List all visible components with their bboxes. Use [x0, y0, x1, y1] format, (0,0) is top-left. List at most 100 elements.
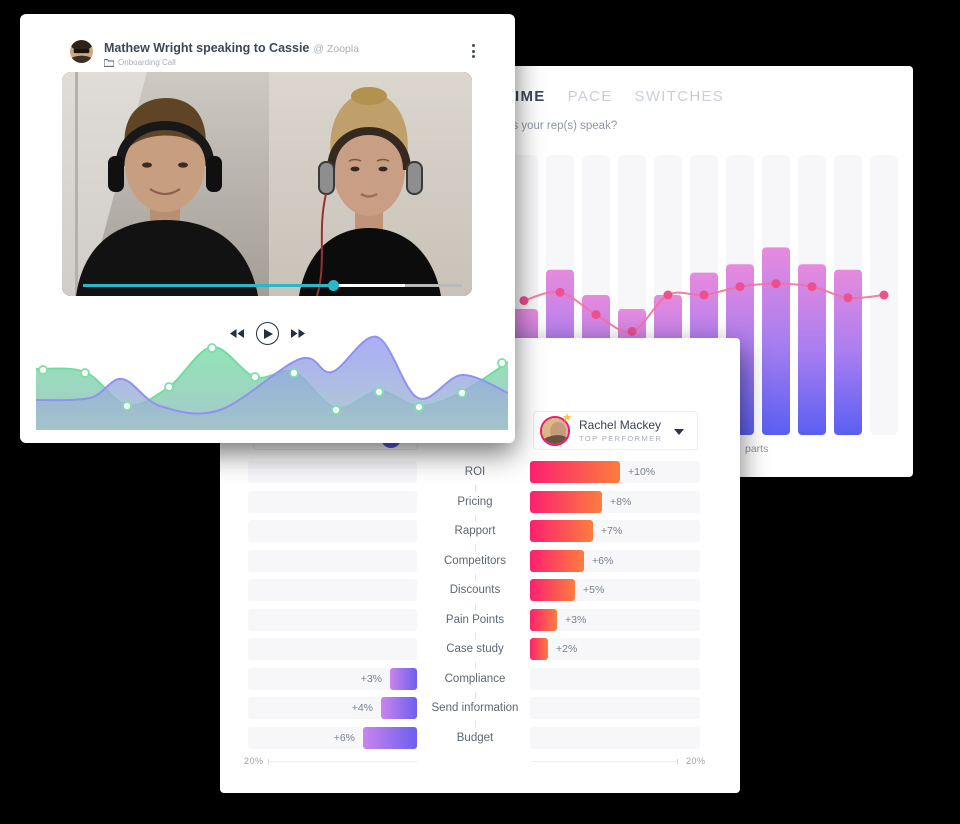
talk-line-dot: [843, 293, 853, 303]
rachel-avatar: ★: [540, 412, 572, 446]
talk-bar: [798, 264, 826, 435]
right-axis-label: 20%: [686, 756, 706, 766]
wave-marker-dot: [374, 387, 384, 397]
left-bar-value: +4%: [351, 702, 373, 714]
right-bar-value: +8%: [610, 495, 632, 508]
talk-line-dot: [807, 282, 817, 292]
talk-bar: [762, 247, 790, 435]
right-bar-track: [530, 667, 700, 690]
right-bar: [530, 549, 584, 572]
left-bar-track: +6%: [248, 726, 417, 749]
right-bar: [530, 638, 548, 660]
left-bar-value: +6%: [333, 731, 355, 744]
left-bar: [390, 667, 417, 690]
topic-label: Case study: [417, 638, 533, 669]
progress-handle[interactable]: [328, 280, 339, 291]
right-rep-selector[interactable]: ★ Rachel Mackey TOP PERFORMER: [533, 411, 698, 450]
video-left-participant: [62, 72, 269, 296]
left-bar-track: +4%: [248, 697, 417, 719]
kebab-menu-icon[interactable]: [466, 42, 480, 60]
left-axis-label: 20%: [244, 756, 264, 766]
top-performer-star-icon: ★: [562, 412, 572, 424]
talk-card-subtitle: es your rep(s) speak?: [506, 120, 618, 132]
comparison-row: Discounts +5%: [220, 579, 740, 610]
topic-label: Competitors: [417, 550, 533, 581]
left-bar-track: [248, 549, 417, 572]
comparison-row: +6% Budget: [220, 726, 740, 749]
talk-card-tabs: IME PACE SWITCHES: [515, 88, 724, 105]
rewind-icon[interactable]: [230, 329, 244, 338]
wave-marker-dot: [497, 358, 507, 368]
right-bar-track: +8%: [530, 490, 700, 513]
topic-label: Pricing: [417, 491, 533, 522]
wave-marker-dot: [207, 343, 217, 353]
comparison-row: Case study +2%: [220, 638, 740, 669]
left-bar-track: [248, 520, 417, 542]
talk-line-dot: [519, 296, 529, 306]
comparison-row: Pain Points +3%: [220, 608, 740, 640]
fast-forward-icon[interactable]: [291, 329, 305, 338]
right-bar-track: +10%: [530, 461, 700, 483]
call-category-row: Onboarding Call: [104, 58, 176, 67]
right-axis-line: [532, 759, 678, 765]
play-button[interactable]: [256, 322, 279, 345]
talk-bar: [834, 269, 862, 435]
right-bar: [530, 490, 602, 513]
call-card: Mathew Wright speaking to Cassie @ Zoopla…: [20, 14, 515, 443]
chevron-down-icon[interactable]: [674, 429, 684, 435]
right-bar: [530, 608, 557, 631]
video-right-participant: [269, 72, 472, 296]
talk-line-dot: [663, 290, 673, 300]
wave-marker-dot: [80, 368, 90, 378]
right-bar-value: +3%: [565, 613, 587, 626]
left-bar-track: +3%: [248, 667, 417, 690]
wave-marker-dot: [289, 368, 299, 378]
tab-switches[interactable]: SWITCHES: [634, 88, 725, 105]
progress-buffered[interactable]: [333, 284, 405, 287]
comparison-row: Competitors +6%: [220, 549, 740, 581]
play-icon: [264, 328, 273, 339]
purple-wave-area: [36, 336, 508, 430]
call-wave-chart: [36, 335, 508, 430]
talk-x-axis-label: parts: [745, 443, 769, 455]
progress-played[interactable]: [83, 284, 333, 287]
right-bar-value: +6%: [592, 554, 614, 567]
topic-label: Pain Points: [417, 609, 533, 640]
left-axis-line: [268, 759, 417, 765]
talk-line-dot: [699, 290, 709, 300]
video-area: [62, 72, 472, 296]
talk-line-dot: [627, 326, 637, 336]
player-controls: [20, 322, 515, 345]
talk-line-dot: [771, 279, 781, 289]
progress-remaining[interactable]: [405, 284, 462, 287]
left-bar-track: [248, 461, 417, 483]
right-bar-track: +5%: [530, 579, 700, 601]
comparison-row: ROI +10%: [220, 461, 740, 492]
call-category: Onboarding Call: [118, 58, 176, 67]
right-bar-track: [530, 697, 700, 719]
comparison-row: +4% Send information: [220, 697, 740, 728]
right-bar-track: +3%: [530, 608, 700, 631]
topic-label: Budget: [456, 731, 494, 744]
left-bar-track: [248, 490, 417, 513]
tab-pace[interactable]: PACE: [567, 88, 613, 105]
tab-time[interactable]: IME: [515, 88, 546, 105]
wave-marker-dot: [250, 372, 260, 382]
right-bar: [530, 579, 575, 601]
right-bar-value: +5%: [583, 584, 605, 596]
topic-label: Discounts: [417, 579, 533, 610]
left-bar-value: +3%: [360, 672, 382, 685]
talk-line-dot: [879, 290, 889, 300]
right-bar-track: +6%: [530, 549, 700, 572]
selected-rep-badge: TOP PERFORMER: [579, 434, 663, 443]
comparison-row: Pricing +8%: [220, 490, 740, 522]
wave-marker-dot: [38, 365, 48, 375]
purple-wave-line: [36, 335, 508, 415]
left-bar-track: [248, 579, 417, 601]
left-bar: [363, 726, 417, 749]
caller-avatar: [70, 40, 93, 63]
right-bar: [530, 461, 620, 483]
selected-rep-name: Rachel Mackey: [579, 418, 662, 432]
comparison-row: Rapport +7%: [220, 520, 740, 551]
right-bar-track: +7%: [530, 520, 700, 542]
